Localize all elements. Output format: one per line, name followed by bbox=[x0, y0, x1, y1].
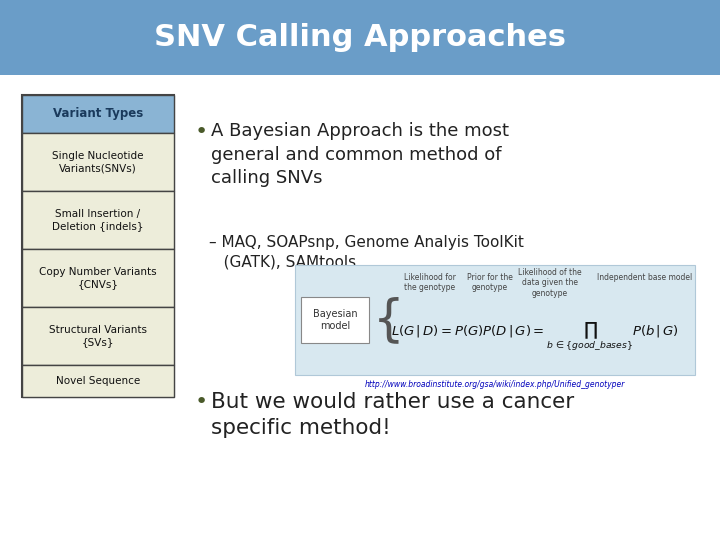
FancyBboxPatch shape bbox=[0, 0, 720, 75]
Text: Bayesian
model: Bayesian model bbox=[312, 309, 357, 331]
Text: Copy Number Variants
{CNVs}: Copy Number Variants {CNVs} bbox=[39, 267, 157, 289]
Text: Prior for the
genotype: Prior for the genotype bbox=[467, 273, 513, 292]
Text: A Bayesian Approach is the most
general and common method of
calling SNVs: A Bayesian Approach is the most general … bbox=[211, 122, 509, 187]
Text: Independent base model: Independent base model bbox=[598, 273, 693, 282]
Text: Small Insertion /
Deletion {indels}: Small Insertion / Deletion {indels} bbox=[53, 209, 144, 231]
Text: SNV Calling Approaches: SNV Calling Approaches bbox=[154, 24, 566, 52]
Text: •: • bbox=[195, 392, 208, 412]
FancyBboxPatch shape bbox=[301, 297, 369, 343]
FancyBboxPatch shape bbox=[22, 95, 174, 133]
FancyBboxPatch shape bbox=[22, 133, 174, 191]
Text: Single Nucleotide
Variants(SNVs): Single Nucleotide Variants(SNVs) bbox=[53, 151, 144, 173]
FancyBboxPatch shape bbox=[22, 249, 174, 307]
FancyBboxPatch shape bbox=[22, 191, 174, 249]
Text: {: { bbox=[373, 296, 405, 344]
Text: http://www.broadinstitute.org/gsa/wiki/index.php/Unified_genotyper: http://www.broadinstitute.org/gsa/wiki/i… bbox=[365, 380, 625, 389]
Text: – MAQ, SOAPsnp, Genome Analyis ToolKit
   (GATK), SAMtools: – MAQ, SOAPsnp, Genome Analyis ToolKit (… bbox=[209, 235, 524, 270]
Text: Likelihood for
the genotype: Likelihood for the genotype bbox=[404, 273, 456, 292]
Text: But we would rather use a cancer
specific method!: But we would rather use a cancer specifi… bbox=[211, 392, 575, 438]
Text: Structural Variants
{SVs}: Structural Variants {SVs} bbox=[49, 325, 147, 347]
Text: Likelihood of the
data given the
genotype: Likelihood of the data given the genotyp… bbox=[518, 268, 582, 298]
Text: Variant Types: Variant Types bbox=[53, 107, 143, 120]
Text: $L(G\,|\,D) = P(G)P(D\,|\,G) = \prod_{b\,\in\{good\_bases\}} P(b\,|\,G)$: $L(G\,|\,D) = P(G)P(D\,|\,G) = \prod_{b\… bbox=[391, 321, 679, 353]
Text: •: • bbox=[195, 122, 208, 142]
FancyBboxPatch shape bbox=[0, 75, 720, 540]
FancyBboxPatch shape bbox=[22, 365, 174, 397]
FancyBboxPatch shape bbox=[22, 307, 174, 365]
Text: Novel Sequence: Novel Sequence bbox=[56, 376, 140, 386]
FancyBboxPatch shape bbox=[295, 265, 695, 375]
